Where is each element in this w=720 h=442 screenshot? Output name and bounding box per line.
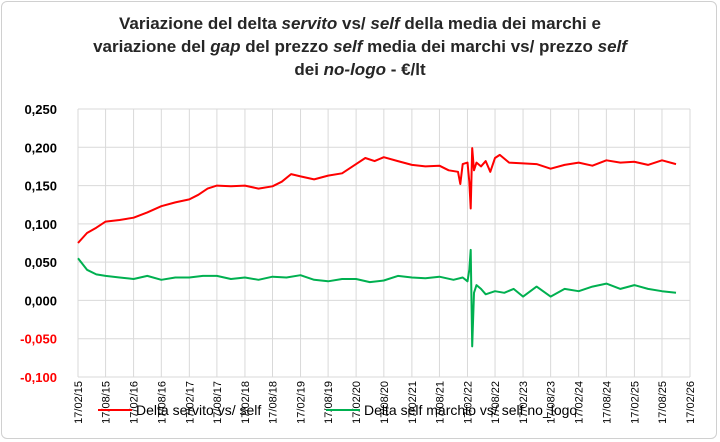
- x-tick-label: 17/02/21: [407, 381, 419, 424]
- x-tick-label: 17/02/24: [574, 381, 586, 424]
- chart-title: Variazione del delta servito vs/ self de…: [40, 12, 680, 81]
- legend-label-1: Delta self marchio vs/ self no_logo: [364, 402, 577, 418]
- series-line-0: [77, 147, 677, 244]
- title-line-1: Variazione del delta servito vs/ self de…: [119, 14, 601, 33]
- x-tick-label: 17/02/15: [73, 381, 85, 424]
- legend: Delta servito vs/ self Delta self marchio…: [98, 402, 577, 418]
- y-tick-label: 0,050: [24, 255, 57, 270]
- x-tick-label: 17/02/23: [518, 381, 530, 424]
- y-tick-label: 0,200: [24, 140, 57, 155]
- y-axis-ticks: -0,100 -0,050 0,000 0,050 0,100 0,150 0,200 0,2…: [20, 102, 57, 385]
- title-line-3: dei no-logo - €/lt: [294, 60, 426, 79]
- x-tick-label: 17/02/18: [240, 381, 252, 424]
- x-tick-label: 17/02/17: [184, 381, 196, 424]
- x-tick-label: 17/08/25: [657, 381, 669, 424]
- x-tick-label: 17/08/23: [546, 381, 558, 424]
- gridlines: [77, 108, 691, 378]
- x-tick-label: 17/08/21: [434, 381, 446, 424]
- x-tick-label: 17/02/19: [296, 381, 308, 424]
- y-tick-label: 0,150: [24, 179, 57, 194]
- x-tick-label: 17/08/20: [379, 381, 391, 424]
- y-tick-label: 0,250: [24, 102, 57, 117]
- legend-label-0: Delta servito vs/ self: [136, 402, 261, 418]
- title-line-2: variazione del gap del prezzo self media…: [93, 37, 627, 56]
- y-tick-label: -0,050: [20, 332, 57, 347]
- x-tick-label: 17/02/22: [462, 381, 474, 424]
- x-tick-label: 17/08/22: [490, 381, 502, 424]
- x-tick-label: 17/02/16: [129, 381, 141, 424]
- x-tick-label: 17/08/16: [156, 381, 168, 424]
- series-line-1: [77, 248, 677, 348]
- x-tick-label: 17/02/26: [685, 381, 697, 424]
- x-tick-label: 17/02/25: [629, 381, 641, 424]
- y-tick-label: 0,100: [24, 217, 57, 232]
- y-tick-label: -0,100: [20, 370, 57, 385]
- y-tick-label: 0,000: [24, 293, 57, 308]
- x-tick-label: 17/08/18: [268, 381, 280, 424]
- x-axis-ticks: 17/02/15 17/08/15 17/02/16 17/08/16 17/02/17…: [73, 381, 697, 424]
- x-tick-label: 17/02/20: [351, 381, 363, 424]
- x-tick-label: 17/08/17: [212, 381, 224, 424]
- x-tick-label: 17/08/19: [323, 381, 335, 424]
- series-lines: [77, 147, 677, 348]
- x-tick-label: 17/08/24: [601, 381, 613, 424]
- x-tick-label: 17/08/15: [101, 381, 113, 424]
